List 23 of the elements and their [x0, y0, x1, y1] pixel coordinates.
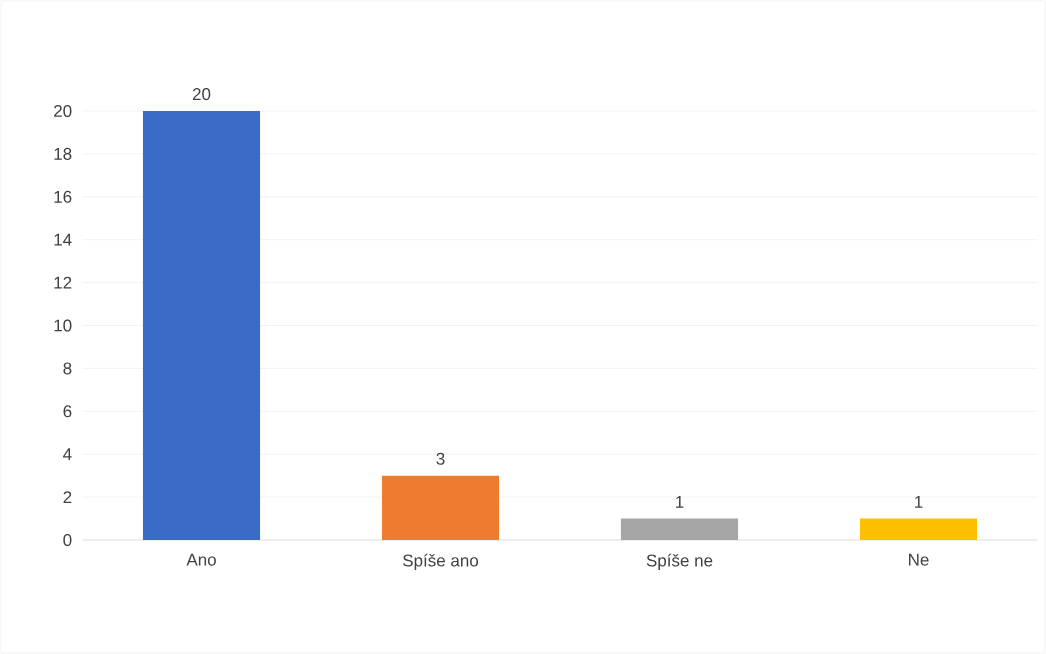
y-tick-label: 0	[63, 533, 72, 547]
y-tick-label: 4	[63, 448, 72, 461]
bar	[620, 518, 739, 540]
data-label: 1	[676, 495, 684, 508]
data-label: 3	[436, 452, 445, 465]
x-tick-label: Ne	[909, 553, 929, 566]
y-tick-label: 20	[54, 104, 72, 118]
y-tick-label: 6	[63, 405, 72, 418]
bar	[859, 518, 978, 540]
y-tick-label: 18	[54, 147, 72, 160]
data-label: 1	[915, 495, 923, 508]
data-label: 20	[192, 88, 211, 101]
bar	[381, 475, 500, 540]
y-tick-label: 8	[63, 362, 72, 375]
x-tick-label: Spíše ano	[402, 553, 479, 570]
y-tick-label: 16	[54, 190, 72, 203]
x-tick-label: Spíše ne	[646, 553, 713, 570]
y-tick-label: 10	[54, 319, 72, 332]
y-tick-label: 2	[63, 491, 72, 504]
y-tick-label: 14	[54, 233, 72, 246]
x-tick-label: Ano	[186, 553, 216, 566]
bar	[142, 111, 261, 540]
y-tick-label: 12	[54, 276, 72, 289]
